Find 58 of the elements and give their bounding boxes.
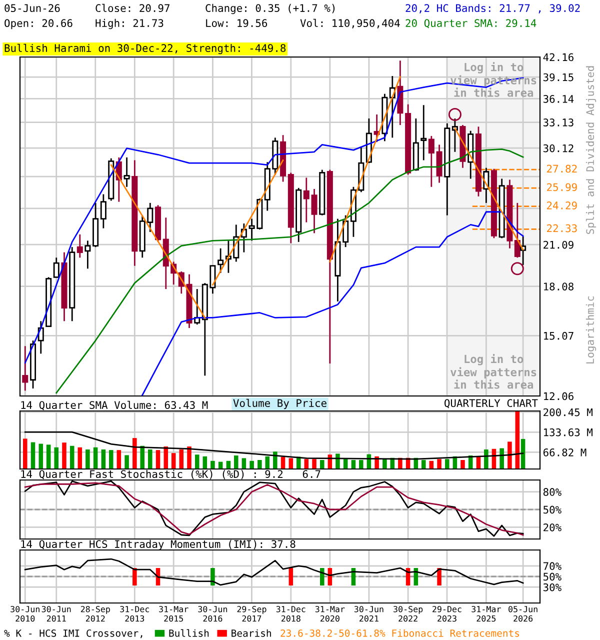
x-tick-label: 31-Dec 2018 [276,606,306,622]
y-tick-label: 42.16 [543,53,574,62]
text: Volume By Price [233,398,326,410]
y-tick-label: 70% [543,562,562,570]
ref-line-label: 22.33 [547,224,577,232]
text: % K - HCS IMI Crossover, [4,629,142,638]
text: 20,2 HC Bands: 21.77 , 39.02 [406,4,580,14]
y-tick-label: 50% [544,506,562,514]
text: 20 Quarter SMA: 29.14 [406,19,536,28]
y-tick-label: 18.08 [544,282,574,290]
x-tick-label: 31-Mar 2015 [159,606,188,622]
chart-title: 14 Quarter Fast Stochastic (%K) (%D) : 9.2 6.7 [21,470,320,480]
x-tick-label: 30-Sep 2022 [394,606,423,622]
y-tick-label: 50% [544,572,562,581]
text: Change: 0.35 (+1.7 %) [206,4,335,14]
y-tick-label: 39.15 [543,73,574,82]
text: Logarithmic [586,296,596,364]
legend-label: Bearish [232,629,271,637]
ref-line-label: 25.99 [547,183,577,192]
y-tick-label: 66.82 M [543,448,586,456]
y-tick-label: 21.09 [544,240,574,249]
y-tick-label: 15.07 [544,332,574,340]
text: QUARTERLY CHART [444,399,538,408]
text: Close: 20.97 [96,4,170,12]
x-tick-label: 29-Sep 2017 [237,606,266,622]
x-tick-label: 31-Mar 2020 [315,606,345,622]
x-tick-label: 30-Jun 2021 [354,606,384,622]
text: Vol: 110,950,404 [300,18,400,28]
y-tick-label: 33.13 [543,118,574,126]
x-tick-label: 28-Sep 2012 [80,606,110,622]
y-tick-label: 80% [543,488,562,496]
chart-title: 14 Quarter SMA Volume: 63.43 M [21,400,208,410]
annotation: Log in to view patterns in this area [450,354,536,389]
x-tick-label: 29-Dec 2023 [432,606,462,622]
text: Split and Dividend Adjusted [586,66,596,234]
text: Open: 20.66 [4,19,72,30]
y-tick-label: 30.12 [543,144,574,152]
text: Low: 19.56 [206,19,268,28]
chart-title: 14 Quarter HCS Intraday Momentum (IMI): 37.8 [21,540,296,550]
x-tick-label: 31-Dec 2013 [120,606,150,622]
legend-label: Bullish [169,629,209,637]
y-tick-label: 30% [543,583,562,592]
x-tick-label: 30-Jun 2011 [42,606,71,622]
x-tick-label: 30-Jun 2010 [10,606,40,622]
x-tick-label: 31-Mar 2025 [472,606,501,622]
ref-line-label: 27.82 [547,164,577,173]
text: Bullish Harami on 30-Dec-22, Strength: -449.8 [4,44,286,54]
y-tick-label: 20% [544,523,562,532]
y-tick-label: 36.14 [543,94,574,103]
x-tick-label: 30-Jun 2016 [198,606,228,622]
text: High: 21.73 [96,18,164,30]
text: 05-Jun-26 [4,4,60,12]
ref-line-label: 24.29 [547,202,577,210]
y-tick-label: 200.45 M [544,408,592,416]
y-tick-label: 133.63 M [544,428,592,436]
y-tick-label: 12.06 [544,392,574,400]
text: 23.6-38.2-50-61.8% Fibonacci Retracements [280,629,520,637]
x-tick-label: 05-Jun 2026 [508,606,538,622]
